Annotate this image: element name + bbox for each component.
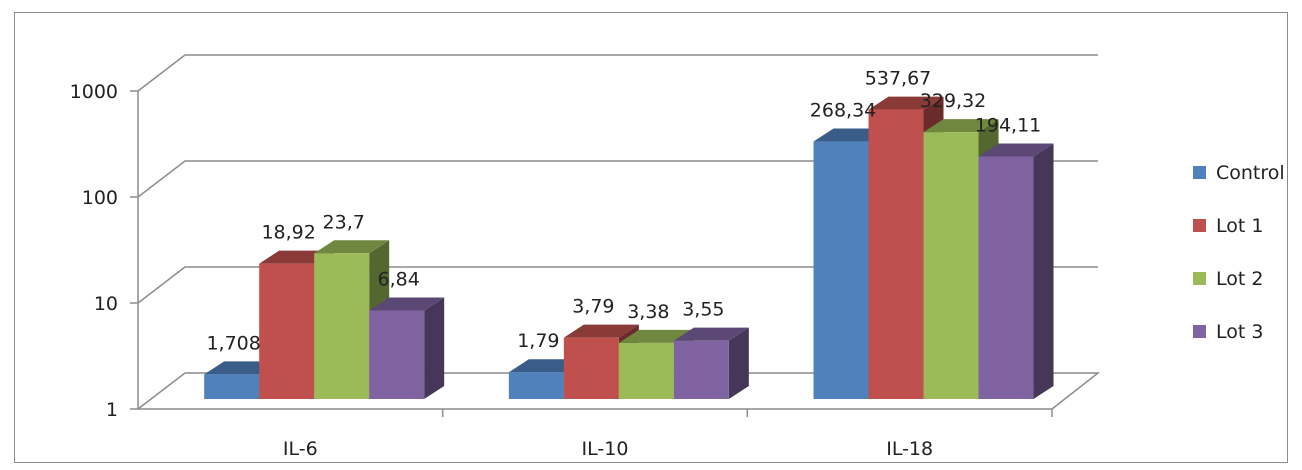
y-tick-label: 1000 (70, 81, 118, 103)
bar-IL-18-Lot-3 (978, 143, 1054, 399)
bars (204, 96, 1054, 400)
bar-IL-10-Lot-3 (673, 327, 749, 399)
bar-front (673, 340, 729, 399)
legend: Control Lot 1 Lot 2 Lot 3 (1193, 162, 1285, 343)
data-label: 1,708 (206, 332, 260, 354)
data-label: 6,84 (378, 268, 420, 290)
bar-front (314, 253, 370, 399)
bar-front (508, 372, 564, 399)
labels: 1 10 100 1000 1,708 18,92 23,7 6,84 IL-6 1,79 3,79… (70, 68, 1042, 460)
bar-front (259, 263, 315, 399)
x-category-label: IL-10 (582, 438, 629, 460)
data-label: 18,92 (261, 222, 315, 244)
bar-side (1033, 143, 1054, 399)
gridline (137, 160, 1098, 198)
legend-swatch (1193, 272, 1206, 285)
data-label: 329,32 (920, 90, 986, 112)
data-label: 194,11 (975, 114, 1041, 136)
legend-item-Lot-3: Lot 3 (1193, 321, 1263, 343)
bar-front (618, 342, 674, 399)
legend-label: Control (1216, 162, 1285, 184)
gridlines (130, 54, 1101, 417)
legend-swatch (1193, 166, 1206, 179)
gridline (137, 266, 1098, 304)
bar-front (204, 374, 260, 399)
data-label: 1,79 (517, 330, 559, 352)
y-tick-label: 1 (106, 399, 118, 421)
bar-front (978, 156, 1034, 399)
bar-top (673, 327, 749, 341)
bar-side (424, 297, 445, 399)
x-category-label: IL-6 (283, 438, 318, 460)
legend-label: Lot 2 (1216, 268, 1263, 290)
bar-side (728, 327, 749, 399)
bar-top (618, 329, 694, 343)
data-label: 3,79 (572, 296, 614, 318)
bar-IL-6-Lot-3 (369, 297, 445, 399)
x-category-label: IL-18 (886, 438, 933, 460)
bar-front (813, 141, 869, 400)
gridline (137, 54, 1098, 92)
legend-item-Lot-2: Lot 2 (1193, 268, 1263, 290)
bar-front (868, 109, 924, 400)
bar-top (868, 96, 944, 110)
data-label: 3,55 (682, 299, 724, 321)
bar-front (563, 337, 619, 399)
data-label: 268,34 (810, 100, 876, 122)
data-label: 3,38 (627, 301, 669, 323)
bar-front (369, 310, 425, 399)
y-tick-label: 10 (94, 293, 118, 315)
legend-item-Control: Control (1193, 162, 1285, 184)
legend-swatch (1193, 325, 1206, 338)
legend-label: Lot 3 (1216, 321, 1263, 343)
bar-top (923, 119, 999, 133)
data-label: 537,67 (865, 68, 931, 90)
bar-top (978, 143, 1054, 157)
bar-top (563, 324, 639, 338)
bar-top (314, 240, 390, 254)
legend-label: Lot 1 (1216, 215, 1263, 237)
legend-item-Lot-1: Lot 1 (1193, 215, 1263, 237)
legend-swatch (1193, 219, 1206, 232)
bar-front (923, 132, 979, 399)
y-tick-label: 100 (82, 187, 118, 209)
data-label: 23,7 (323, 211, 365, 233)
bar-top (369, 297, 445, 311)
